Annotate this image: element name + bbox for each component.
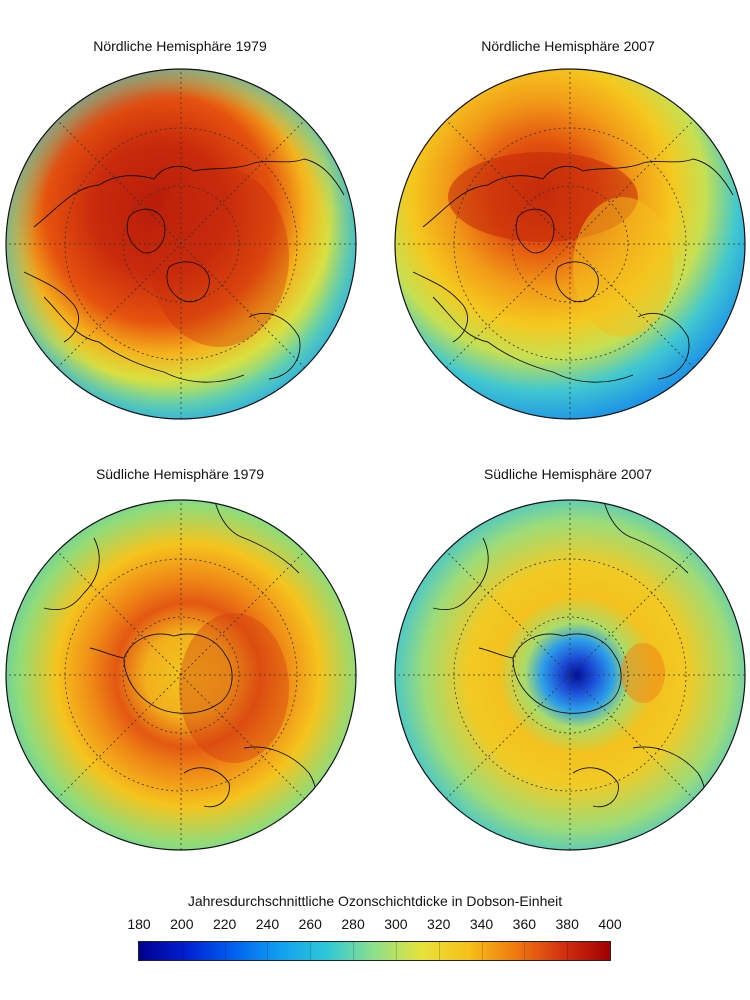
colorbar-tick-mark bbox=[567, 942, 569, 960]
colorbar-tick-label: 360 bbox=[512, 916, 537, 932]
colorbar-tick-label: 240 bbox=[255, 916, 280, 932]
ozone-map-south-1979 bbox=[5, 499, 357, 851]
colorbar-tick-label: 180 bbox=[127, 916, 151, 932]
colorbar-tick-label: 400 bbox=[598, 916, 622, 932]
ozone-map-north-1979 bbox=[5, 68, 357, 420]
colorbar-tick-labels: 180 200 220 240 260 280 300 320 340 360 380 400 bbox=[0, 916, 750, 936]
colorbar-tick-mark bbox=[310, 942, 312, 960]
panel-title-nh1979: Nördliche Hemisphäre 1979 bbox=[93, 38, 267, 54]
colorbar-tick-label: 260 bbox=[298, 916, 322, 932]
colorbar-tick-mark bbox=[395, 942, 397, 960]
panel-title-nh2007: Nördliche Hemisphäre 2007 bbox=[481, 38, 655, 54]
colorbar-tick-label: 340 bbox=[469, 916, 494, 932]
colorbar-tick-mark bbox=[267, 942, 269, 960]
colorbar-tick-label: 200 bbox=[170, 916, 194, 932]
ozone-map-south-2007 bbox=[394, 499, 746, 851]
colorbar-tick-label: 320 bbox=[427, 916, 451, 932]
colorbar-tick-mark bbox=[481, 942, 483, 960]
colorbar-tick-mark bbox=[224, 942, 226, 960]
colorbar-tick-label: 380 bbox=[555, 916, 579, 932]
colorbar-tick-mark bbox=[524, 942, 526, 960]
ozone-map-north-2007 bbox=[394, 68, 746, 420]
colorbar-tick-mark bbox=[181, 942, 183, 960]
colorbar bbox=[138, 941, 611, 961]
colorbar-tick-label: 220 bbox=[212, 916, 237, 932]
colorbar-tick-label: 280 bbox=[341, 916, 365, 932]
panel-title-sh2007: Südliche Hemisphäre 2007 bbox=[483, 466, 653, 482]
colorbar-tick-label: 300 bbox=[384, 916, 408, 932]
colorbar-tick-mark bbox=[438, 942, 440, 960]
colorbar-title: Jahresdurchschnittliche Ozonschichtdicke… bbox=[187, 893, 563, 909]
colorbar-tick-mark bbox=[353, 942, 355, 960]
panel-title-sh1979: Südliche Hemisphäre 1979 bbox=[95, 466, 265, 482]
